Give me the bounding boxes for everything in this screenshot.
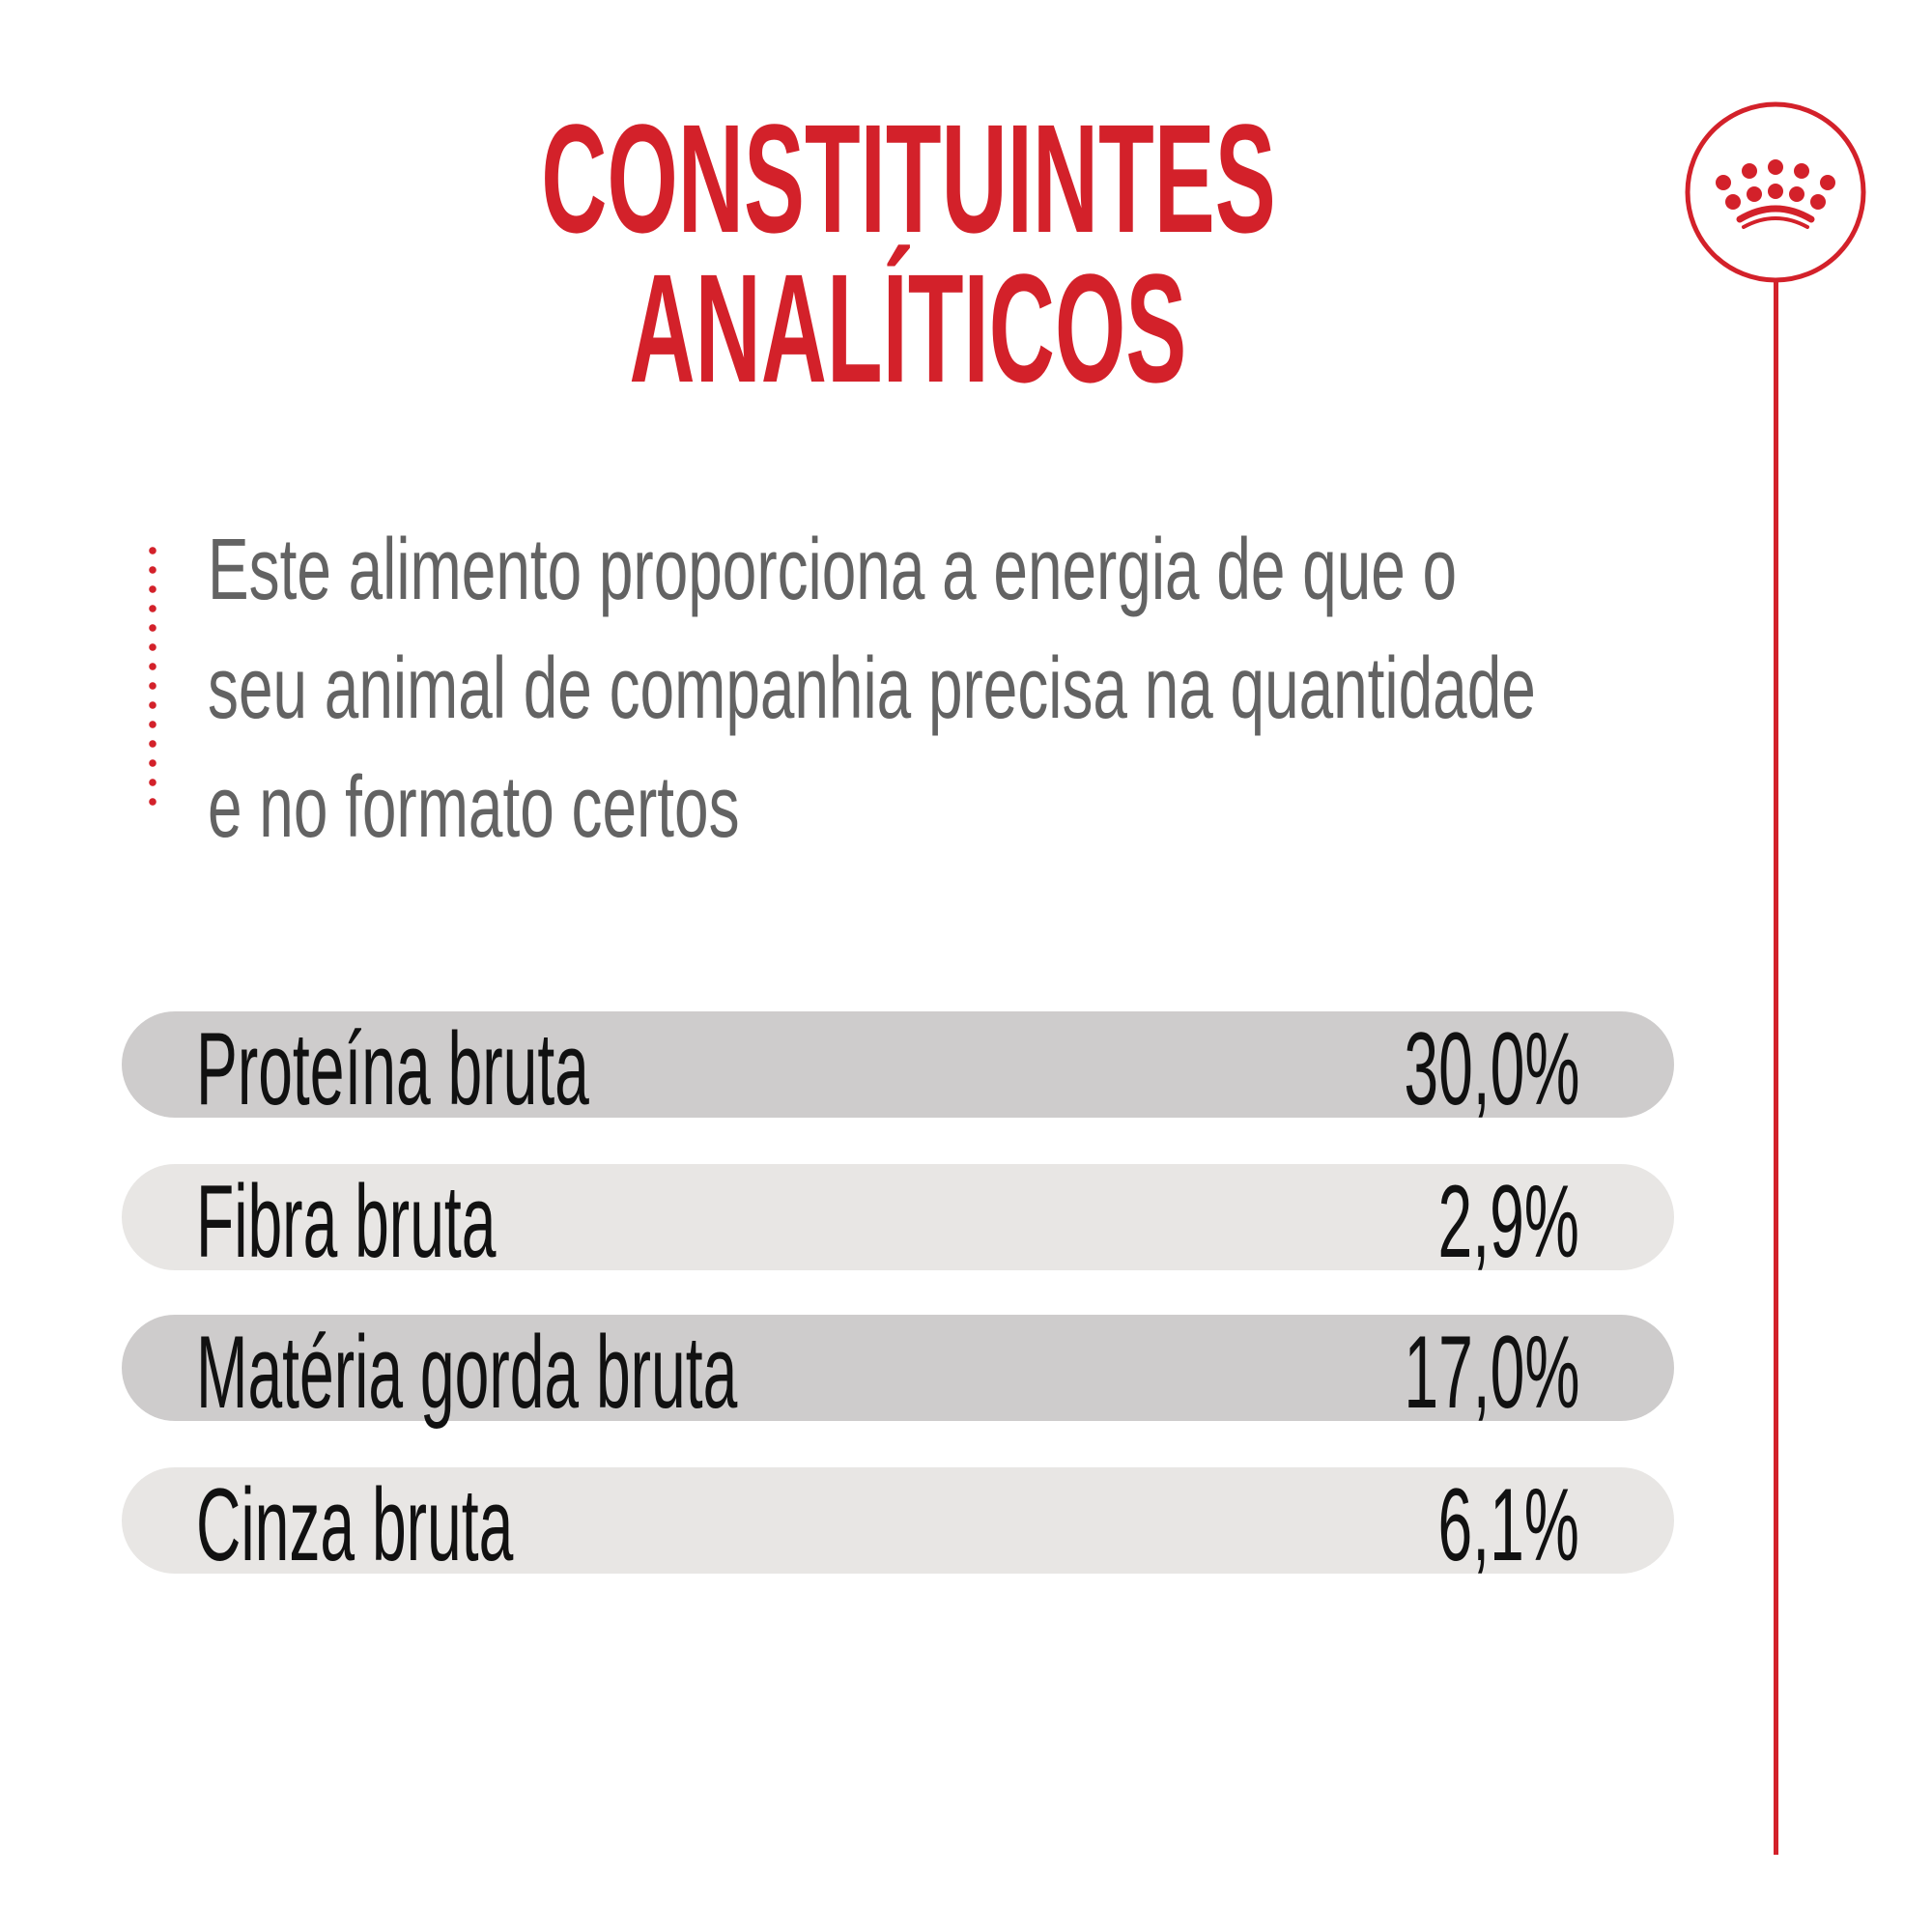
- title-line-1: CONSTITUINTES: [540, 92, 1276, 265]
- vertical-divider: [1774, 280, 1778, 1855]
- constituent-row: Matéria gorda bruta 17,0%: [122, 1315, 1674, 1425]
- constituent-label: Proteína bruta: [196, 1010, 589, 1126]
- constituent-label: Cinza bruta: [196, 1466, 514, 1582]
- constituent-value: 30,0%: [1403, 1010, 1579, 1126]
- title-line-2: ANALÍTICOS: [629, 242, 1187, 414]
- constituent-value: 6,1%: [1437, 1466, 1579, 1582]
- constituent-row: Fibra bruta 2,9%: [122, 1164, 1674, 1274]
- dotted-divider: [148, 541, 157, 811]
- description-line-3: e no formato certos: [208, 759, 740, 856]
- description-line-2: seu animal de companhia precisa na quant…: [208, 640, 1536, 737]
- constituent-value: 2,9%: [1437, 1163, 1579, 1279]
- constituent-value: 17,0%: [1403, 1314, 1579, 1430]
- crown-logo-icon: [1685, 101, 1868, 290]
- description-line-1: Este alimento proporciona a energia de q…: [208, 522, 1458, 618]
- constituent-label: Fibra bruta: [196, 1163, 497, 1279]
- constituent-row: Cinza bruta 6,1%: [122, 1466, 1674, 1582]
- constituent-row: Proteína bruta 30,0%: [122, 1011, 1674, 1122]
- constituent-label: Matéria gorda bruta: [196, 1314, 738, 1430]
